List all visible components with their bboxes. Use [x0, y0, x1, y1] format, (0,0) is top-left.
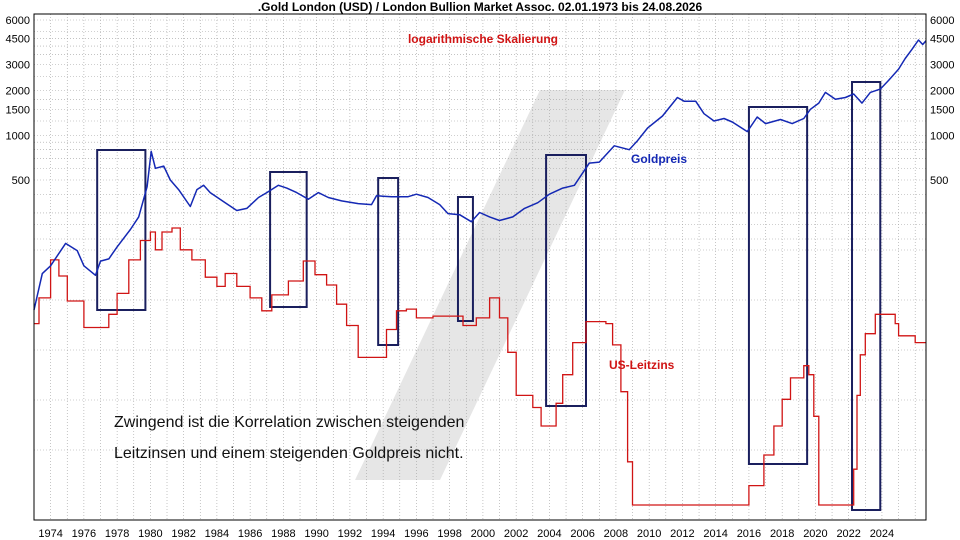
plot-frame: [33, 13, 927, 521]
highlight-boxes: [96, 81, 882, 511]
x-tick-label: 2020: [803, 528, 827, 540]
y-tick-label-right: 2000: [930, 86, 954, 98]
y-tick-label-left: 6000: [6, 15, 30, 27]
x-tick-label: 1980: [138, 528, 162, 540]
x-tick-label: 1976: [72, 528, 96, 540]
watermark-logo: [355, 90, 625, 480]
scale-label: logarithmische Skalierung: [408, 32, 558, 46]
x-tick-label: 1974: [38, 528, 62, 540]
us-leitzins-label: US-Leitzins: [609, 358, 675, 372]
x-tick-label: 1988: [271, 528, 295, 540]
x-tick-label: 2012: [670, 528, 694, 540]
y-tick-label-right: 3000: [930, 60, 954, 72]
x-tick-label: 2014: [703, 528, 727, 540]
x-tick-label: 2004: [537, 528, 561, 540]
x-tick-label: 1982: [171, 528, 195, 540]
y-tick-label-left: 1500: [6, 104, 30, 116]
highlight-box: [545, 154, 587, 407]
x-axis-labels: 1974 1976 1978 1980 1982 1984 1986 1988 1990 1992…: [38, 528, 894, 540]
y-tick-label-right: 4500: [930, 34, 954, 46]
x-tick-label: 1996: [404, 528, 428, 540]
highlight-box: [96, 149, 147, 311]
y-tick-label-left: 1000: [6, 130, 30, 142]
rate-line: [34, 227, 926, 506]
x-tick-label: 1986: [238, 528, 262, 540]
y-tick-label-left: 2000: [6, 86, 30, 98]
y-axis-right-labels: 500 1000 1500 2000 3000 4500 6000: [930, 15, 954, 187]
y-tick-label-right: 6000: [930, 15, 954, 27]
gold-line: [33, 39, 927, 311]
x-tick-label: 2008: [604, 528, 628, 540]
x-tick-label: 2006: [570, 528, 594, 540]
y-tick-label-right: 1500: [930, 104, 954, 116]
highlight-box: [269, 171, 308, 308]
x-tick-label: 2024: [870, 528, 894, 540]
x-tick-label: 1992: [338, 528, 362, 540]
y-tick-label-left: 4500: [6, 34, 30, 46]
x-tick-label: 1998: [437, 528, 461, 540]
x-tick-label: 2010: [637, 528, 661, 540]
goldpreis-label: Goldpreis: [631, 152, 687, 166]
highlight-box: [851, 81, 882, 511]
x-tick-label: 2022: [836, 528, 860, 540]
y-tick-label-right: 1000: [930, 130, 954, 142]
note-line-1: Zwingend ist die Korrelation zwischen st…: [114, 414, 464, 431]
x-tick-label: 2000: [471, 528, 495, 540]
highlight-box: [747, 106, 809, 465]
x-tick-label: 1990: [304, 528, 328, 540]
x-gridlines: [50, 14, 916, 520]
chart-title: .Gold London (USD) / London Bullion Mark…: [258, 0, 703, 14]
note-line-2: Leitzinsen und einem steigenden Goldprei…: [114, 445, 464, 462]
x-tick-label: 1984: [205, 528, 229, 540]
highlight-box: [377, 177, 400, 346]
y-tick-label-right: 500: [930, 175, 948, 187]
us-rate-series: [34, 227, 926, 506]
x-tick-label: 1994: [371, 528, 395, 540]
x-tick-label: 2016: [737, 528, 761, 540]
gold-price-series: [33, 39, 927, 311]
y-axis-left-labels: 500 1000 1500 2000 3000 4500 6000: [6, 15, 30, 187]
highlight-box: [456, 196, 474, 322]
x-tick-label: 2002: [504, 528, 528, 540]
x-tick-label: 2018: [770, 528, 794, 540]
y-tick-label-left: 500: [12, 175, 30, 187]
x-tick-label: 1978: [105, 528, 129, 540]
y-tick-label-left: 3000: [6, 60, 30, 72]
